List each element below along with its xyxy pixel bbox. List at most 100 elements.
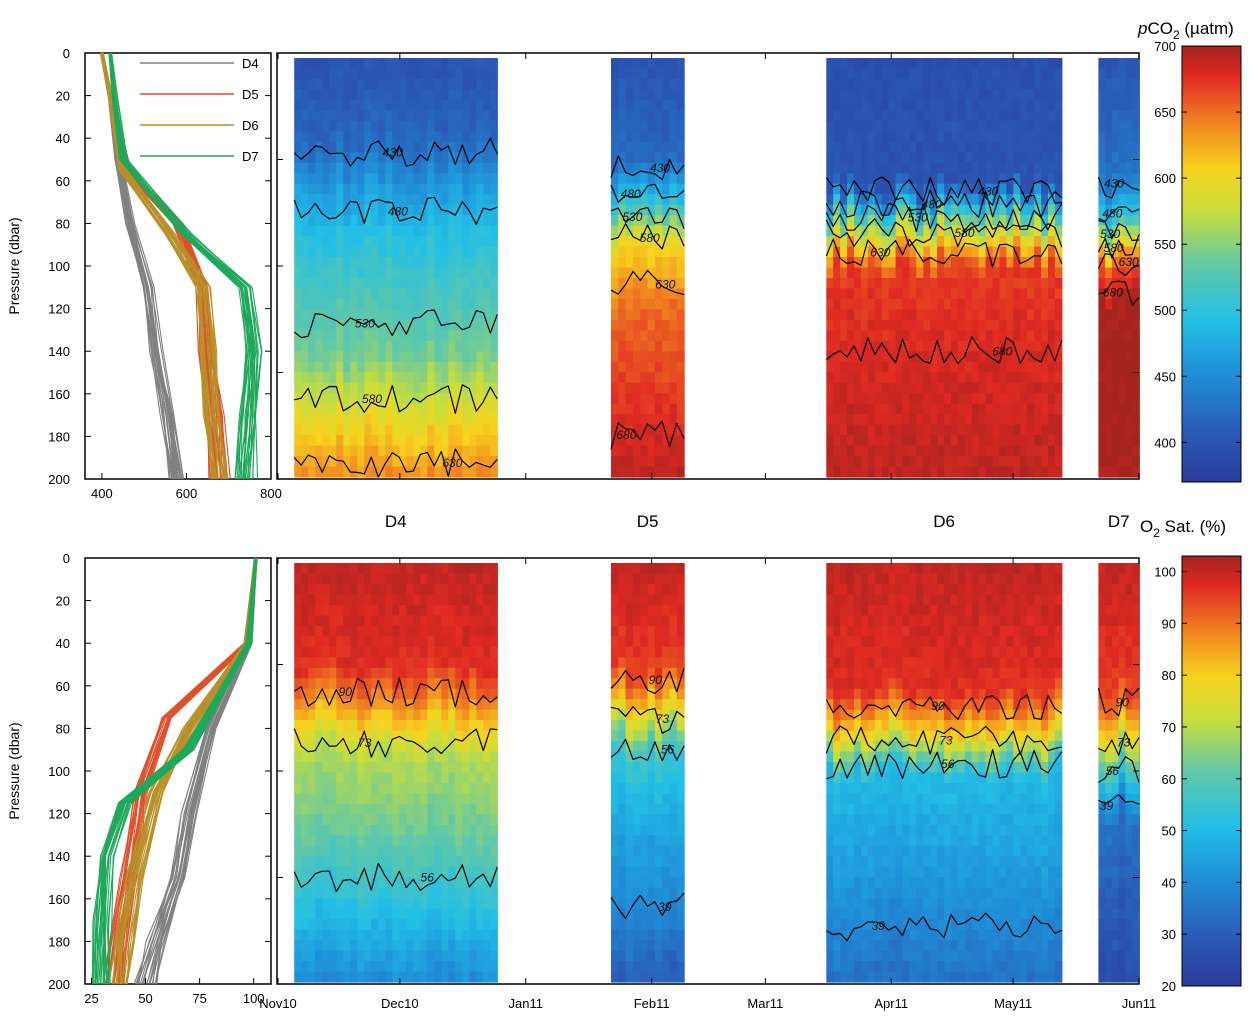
heat-cell	[1013, 89, 1021, 101]
heat-cell	[371, 435, 379, 447]
heat-cell	[999, 340, 1007, 352]
heat-cell	[378, 814, 386, 826]
heat-cell	[476, 573, 484, 585]
heat-cell	[336, 908, 344, 920]
heat-cell	[909, 424, 917, 436]
heat-cell	[1105, 466, 1113, 478]
heat-cell	[625, 814, 634, 826]
heat-cell	[1105, 194, 1113, 206]
heat-cell	[1125, 183, 1133, 195]
heat-cell	[427, 573, 435, 585]
heat-cell	[951, 246, 959, 258]
heat-cell	[1006, 131, 1014, 143]
heat-cell	[315, 382, 323, 394]
heat-cell	[462, 604, 470, 616]
heat-cell	[364, 919, 372, 931]
heat-cell	[455, 152, 463, 164]
heat-cell	[476, 183, 484, 195]
heat-cell	[854, 403, 862, 415]
heat-cell	[867, 173, 876, 185]
heat-cell	[640, 435, 649, 447]
heat-cell	[1048, 361, 1056, 373]
heat-cell	[455, 814, 463, 826]
heat-cell	[378, 657, 386, 669]
heat-cell	[1118, 466, 1127, 478]
heat-cell	[490, 615, 498, 627]
heat-cell	[385, 152, 393, 164]
heat-cell	[676, 351, 685, 363]
heat-cell	[434, 351, 442, 363]
heat-cell	[420, 162, 428, 174]
heat-cell	[676, 466, 685, 478]
heat-cell	[350, 278, 358, 290]
heat-cell	[364, 604, 372, 616]
heat-cell	[625, 330, 634, 342]
heat-cell	[964, 215, 973, 227]
heat-cell	[490, 267, 498, 279]
heat-cell	[867, 435, 876, 447]
heat-cell	[420, 898, 428, 910]
heat-cell	[329, 288, 337, 300]
heat-cell	[392, 330, 400, 342]
heat-cell	[406, 950, 414, 962]
heat-cell	[343, 772, 351, 784]
heat-cell	[413, 803, 421, 815]
heat-cell	[633, 466, 641, 478]
heat-cell	[1111, 68, 1120, 80]
heat-cell	[1105, 267, 1113, 279]
heat-cell	[343, 361, 351, 373]
heat-cell	[322, 162, 330, 174]
heat-cell	[937, 99, 945, 111]
heat-cell	[350, 110, 358, 122]
heat-cell	[336, 594, 344, 606]
heat-cell	[322, 414, 330, 426]
heat-cell	[1034, 309, 1042, 321]
contour-line-430	[825, 176, 1062, 206]
heat-cell	[847, 215, 855, 227]
heat-cell	[881, 393, 890, 405]
heat-cell	[385, 298, 393, 310]
heat-cell	[930, 204, 938, 216]
heat-cell	[371, 866, 379, 878]
heat-cell	[343, 435, 351, 447]
heat-cell	[413, 372, 421, 384]
heat-cell	[483, 856, 491, 868]
heat-cell	[611, 929, 619, 941]
heat-cell	[469, 573, 477, 585]
heat-cell	[662, 584, 671, 596]
heat-cell	[301, 330, 309, 342]
heat-cell	[385, 372, 393, 384]
heat-cell	[1098, 456, 1106, 468]
heat-cell	[406, 236, 414, 248]
heat-cell	[392, 678, 400, 690]
heat-cell	[448, 58, 456, 70]
heat-cell	[378, 573, 386, 585]
heat-cell	[476, 393, 484, 405]
heat-cell	[448, 563, 456, 575]
heat-cell	[322, 919, 330, 931]
heat-cell	[350, 131, 358, 143]
heat-cell	[833, 361, 841, 373]
heat-cell	[469, 445, 477, 457]
heat-cell	[909, 456, 917, 468]
heat-cell	[640, 236, 649, 248]
heat-cell	[469, 225, 477, 237]
heat-cell	[315, 772, 323, 784]
heat-cell	[336, 898, 344, 910]
heat-cell	[378, 110, 386, 122]
heat-cell	[469, 372, 477, 384]
heat-cell	[392, 361, 400, 373]
heat-cell	[483, 594, 491, 606]
heat-cell	[427, 152, 435, 164]
heat-cell	[301, 58, 309, 70]
heat-cell	[476, 382, 484, 394]
heat-cell	[350, 89, 358, 101]
heat-cell	[441, 908, 449, 920]
heat-cell	[329, 351, 337, 363]
heat-cell	[322, 594, 330, 606]
heat-cell	[315, 288, 323, 300]
heat-cell	[322, 584, 330, 596]
heat-cell	[833, 120, 841, 132]
heat-cell	[294, 288, 302, 300]
heat-cell	[1054, 309, 1063, 321]
